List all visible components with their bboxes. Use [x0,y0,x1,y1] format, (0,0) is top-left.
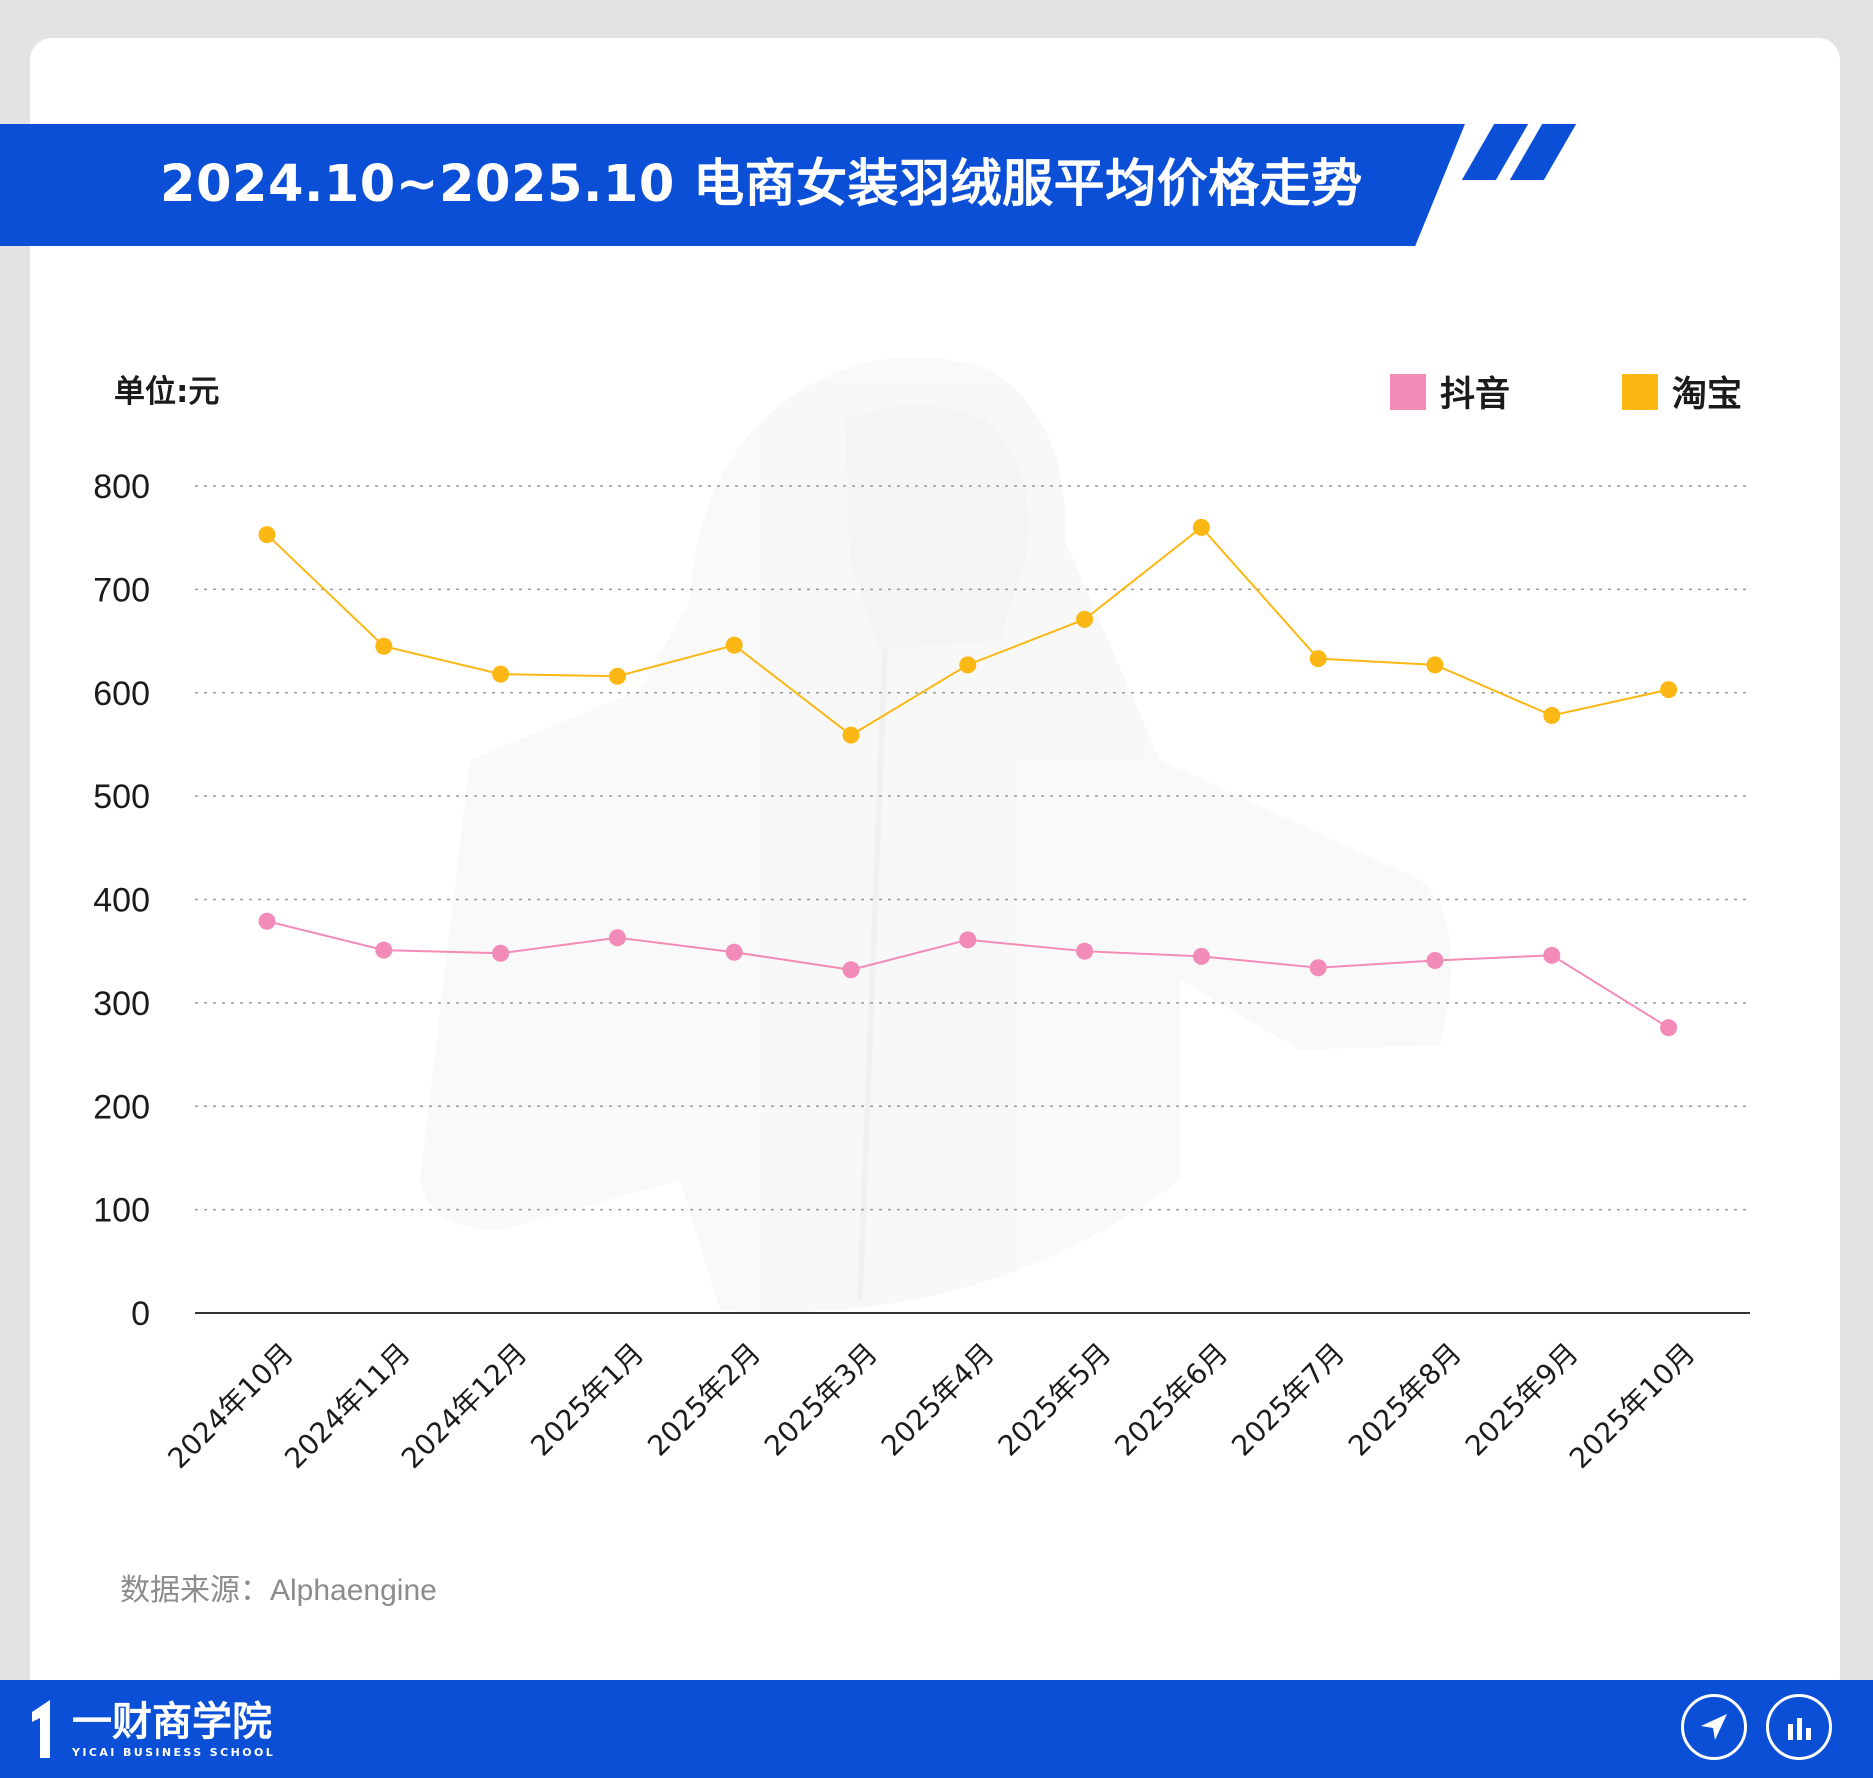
data-point-0-6 [959,931,977,949]
y-tick-label: 100 [93,1192,150,1230]
navigation-arrow-icon [1701,1714,1727,1740]
data-point-1-10 [1426,656,1444,674]
legend-item-taobao: 淘宝 [1622,366,1742,417]
data-point-0-4 [725,943,743,961]
yicai-logo-icon [32,1700,50,1758]
data-point-0-5 [842,961,860,979]
data-point-0-2 [492,944,510,962]
x-tick-label: 2025年9月 [1459,1337,1585,1463]
data-source-note: 数据来源：Alphaengine [120,1574,437,1607]
data-point-1-9 [1309,650,1327,668]
x-tick-label: 2024年12月 [395,1337,534,1476]
y-tick-label: 800 [93,468,150,506]
data-point-1-8 [1192,518,1210,536]
data-point-0-10 [1426,951,1444,969]
data-point-0-1 [375,941,393,959]
x-tick-label: 2025年2月 [641,1337,767,1463]
down-jacket-watermark-image [420,357,1452,1313]
x-tick-label: 2025年10月 [1563,1337,1702,1476]
chart-gridlines [195,485,1750,1314]
bar-chart-icon [1788,1718,1811,1740]
brand-block: 一财商学院 YICAI BUSINESS SCHOOL [28,1698,275,1760]
x-tick-label: 2024年11月 [278,1337,417,1476]
y-tick-label: 700 [93,571,150,609]
x-tick-label: 2025年8月 [1342,1337,1468,1463]
data-point-1-6 [959,656,977,674]
x-tick-label: 2025年4月 [875,1337,1001,1463]
y-tick-label: 400 [93,882,150,920]
x-axis: 2024年10月2024年11月2024年12月2025年1月2025年2月20… [161,1337,1701,1476]
y-axis-unit-label: 单位:元 [114,374,220,410]
data-point-1-4 [725,636,743,654]
x-tick-label: 2025年7月 [1225,1337,1351,1463]
x-tick-label: 2025年6月 [1108,1337,1234,1463]
y-tick-label: 500 [93,778,150,816]
legend-swatch-taobao [1622,373,1658,410]
data-point-1-3 [608,667,626,685]
data-point-1-7 [1076,610,1094,628]
y-tick-label: 600 [93,675,150,713]
data-point-0-11 [1543,946,1561,964]
legend-item-douyin: 抖音 [1390,366,1510,417]
data-point-0-8 [1192,947,1210,965]
y-axis: 0 100 200 300 400 500 600 700 800 [93,468,150,1333]
data-point-0-9 [1309,959,1327,977]
chart-title: 2024.10~2025.10 电商女装羽绒服平均价格走势 [160,155,1363,214]
y-tick-label: 300 [93,985,150,1023]
share-button[interactable] [1681,1694,1747,1760]
x-tick-label: 2024年10月 [161,1337,300,1476]
data-point-1-0 [258,526,276,544]
data-point-1-1 [375,637,393,655]
data-point-1-2 [492,665,510,683]
y-tick-label: 0 [131,1295,150,1333]
x-tick-label: 2025年5月 [992,1337,1118,1463]
data-point-0-3 [608,929,626,947]
y-tick-label: 200 [93,1088,150,1126]
data-point-0-7 [1076,942,1094,960]
x-tick-label: 2025年1月 [524,1337,650,1463]
data-point-1-5 [842,726,860,744]
legend-label-douyin: 抖音 [1440,375,1511,415]
legend-swatch-douyin [1390,373,1426,410]
data-point-0-0 [258,912,276,930]
footer-bar [0,1680,1873,1778]
data-point-0-12 [1660,1019,1678,1037]
legend-label-taobao: 淘宝 [1672,375,1743,415]
series-points [258,518,1678,1037]
x-tick-label: 2025年3月 [758,1337,884,1463]
data-point-1-12 [1660,681,1678,699]
title-banner [0,124,1465,246]
brand-name: 一财商学院 [72,1698,272,1745]
brand-subtitle: YICAI BUSINESS SCHOOL [72,1745,276,1759]
stats-button[interactable] [1766,1694,1832,1760]
data-point-1-11 [1543,706,1561,724]
